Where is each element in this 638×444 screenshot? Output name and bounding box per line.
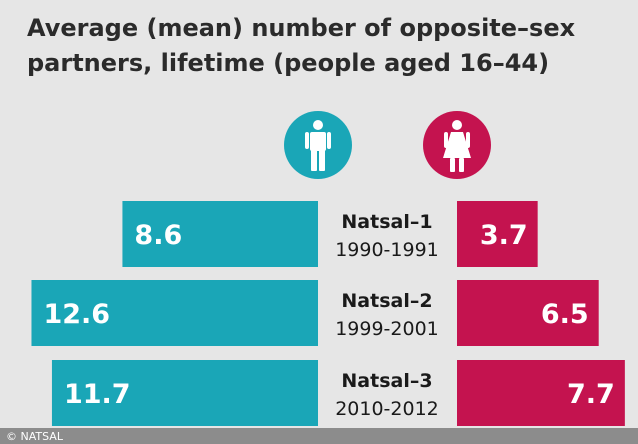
male-icon [284, 111, 352, 179]
male-bar-1 [122, 201, 318, 267]
male-bar-2 [31, 280, 318, 346]
male-value-label-2: 12.6 [43, 299, 110, 330]
male-value-label-3: 11.7 [64, 379, 131, 410]
male-bar-3 [51, 360, 318, 426]
survey-label-1: Natsal–1 [341, 211, 432, 233]
female-value-label-2: 6.5 [541, 299, 589, 330]
female-value-label-3: 7.7 [567, 379, 615, 410]
female-icon [423, 111, 491, 179]
credit-strip [0, 428, 638, 444]
female-bar-1 [457, 201, 538, 267]
male-value-label-1: 8.6 [134, 220, 182, 251]
female-bar-2 [457, 280, 599, 346]
female-bar-3 [457, 360, 625, 426]
survey-label-2: Natsal–2 [341, 290, 432, 312]
chart-title-line-2: partners, lifetime (people aged 16–44) [27, 49, 549, 77]
period-label-1: 1990-1991 [335, 239, 439, 261]
chart-title-line-1: Average (mean) number of opposite–sex [27, 14, 576, 42]
survey-label-3: Natsal–3 [341, 370, 432, 392]
credit-text: © NATSAL [6, 430, 64, 443]
period-label-3: 2010-2012 [335, 398, 439, 420]
female-value-label-1: 3.7 [480, 220, 528, 251]
period-label-2: 1999-2001 [335, 318, 439, 340]
